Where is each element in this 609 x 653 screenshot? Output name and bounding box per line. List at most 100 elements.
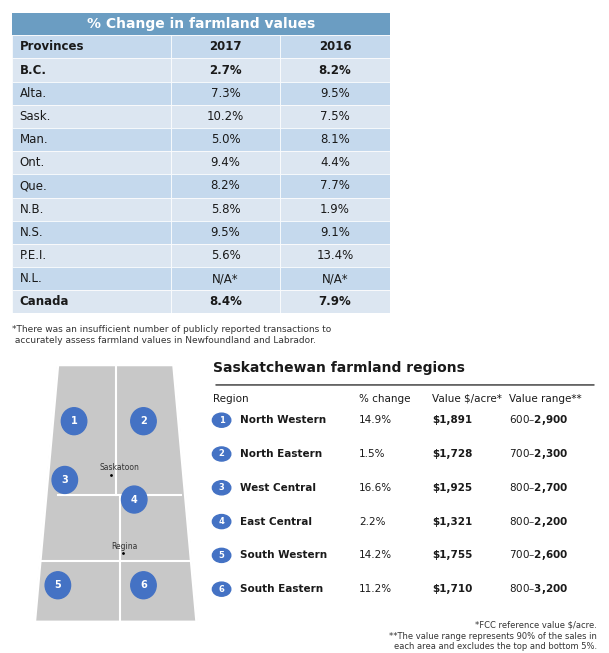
Text: South Eastern: South Eastern [240, 584, 323, 594]
Text: 8.2%: 8.2% [319, 63, 351, 76]
Text: N.S.: N.S. [19, 226, 43, 239]
Text: West Central: West Central [240, 483, 316, 493]
Text: North Eastern: North Eastern [240, 449, 322, 459]
Circle shape [62, 407, 87, 435]
Circle shape [121, 486, 147, 513]
Bar [12, 128, 171, 151]
Text: Man.: Man. [19, 133, 48, 146]
Bar [280, 267, 390, 291]
Text: N/A*: N/A* [322, 272, 348, 285]
Bar [12, 267, 171, 291]
Text: 1: 1 [71, 416, 77, 426]
Bar [12, 174, 171, 198]
Text: $800 – $2,700: $800 – $2,700 [509, 481, 568, 495]
Bar [280, 221, 390, 244]
Circle shape [45, 572, 71, 599]
Text: N.B.: N.B. [19, 202, 44, 215]
Circle shape [213, 481, 231, 495]
Text: 2.7%: 2.7% [209, 63, 242, 76]
Text: $1,755: $1,755 [432, 550, 472, 560]
Bar [12, 105, 171, 128]
Bar [171, 151, 280, 174]
Text: 4: 4 [219, 517, 225, 526]
Text: East Central: East Central [240, 517, 312, 526]
Text: 3: 3 [219, 483, 225, 492]
Text: 1: 1 [219, 416, 225, 424]
Bar [171, 291, 280, 313]
Bar [12, 59, 171, 82]
Text: *There was an insufficient number of publicly reported transactions to
 accurate: *There was an insufficient number of pub… [12, 325, 331, 345]
Bar [171, 198, 280, 221]
Bar [12, 13, 390, 35]
Text: 7.9%: 7.9% [319, 295, 351, 308]
Text: Sask.: Sask. [19, 110, 51, 123]
Text: 7.7%: 7.7% [320, 180, 350, 193]
Text: Ont.: Ont. [19, 156, 45, 169]
Text: Value range**: Value range** [509, 394, 581, 404]
Bar [12, 198, 171, 221]
Bar [280, 198, 390, 221]
Bar [280, 244, 390, 267]
Bar [171, 128, 280, 151]
Text: $1,321: $1,321 [432, 517, 472, 526]
Bar [280, 151, 390, 174]
Text: $1,728: $1,728 [432, 449, 472, 459]
Text: 14.2%: 14.2% [359, 550, 392, 560]
Text: 14.9%: 14.9% [359, 415, 392, 425]
Text: 16.6%: 16.6% [359, 483, 392, 493]
Text: 7.5%: 7.5% [320, 110, 350, 123]
Text: 9.4%: 9.4% [211, 156, 241, 169]
Text: $800 – $3,200: $800 – $3,200 [509, 582, 568, 596]
Circle shape [131, 572, 157, 599]
Text: N/A*: N/A* [212, 272, 239, 285]
Text: Saskatoon: Saskatoon [99, 463, 139, 472]
Text: 4: 4 [131, 494, 138, 505]
Text: 2.2%: 2.2% [359, 517, 385, 526]
Text: 4.4%: 4.4% [320, 156, 350, 169]
Text: 5.0%: 5.0% [211, 133, 241, 146]
Bar [171, 244, 280, 267]
Bar [280, 291, 390, 313]
Text: 1.5%: 1.5% [359, 449, 385, 459]
Text: 13.4%: 13.4% [317, 249, 354, 262]
Bar [12, 244, 171, 267]
Bar [12, 35, 171, 59]
Text: 2017: 2017 [209, 40, 242, 54]
Text: Regina: Regina [111, 541, 138, 550]
Text: $700 – $2,300: $700 – $2,300 [509, 447, 568, 461]
Text: 5.8%: 5.8% [211, 202, 241, 215]
Text: $1,710: $1,710 [432, 584, 472, 594]
Bar [171, 35, 280, 59]
Text: $600 – $2,900: $600 – $2,900 [509, 413, 568, 427]
Text: % Change in farmland values: % Change in farmland values [87, 17, 315, 31]
Text: $1,891: $1,891 [432, 415, 472, 425]
Bar [280, 174, 390, 198]
Text: % change: % change [359, 394, 410, 404]
Text: $800 – $2,200: $800 – $2,200 [509, 515, 568, 528]
Bar [280, 59, 390, 82]
Text: South Western: South Western [240, 550, 327, 560]
Text: 5: 5 [219, 551, 225, 560]
Bar [12, 151, 171, 174]
Text: B.C.: B.C. [19, 63, 47, 76]
Text: 8.2%: 8.2% [211, 180, 241, 193]
Circle shape [213, 413, 231, 427]
Text: 3: 3 [62, 475, 68, 485]
Bar [280, 82, 390, 105]
Bar [280, 128, 390, 151]
Bar [171, 267, 280, 291]
Text: 10.2%: 10.2% [207, 110, 244, 123]
Text: 5.6%: 5.6% [211, 249, 241, 262]
Polygon shape [35, 365, 197, 622]
Text: *FCC reference value $/acre.: *FCC reference value $/acre. [475, 620, 597, 629]
Text: **The value range represents 90% of the sales in
each area and excludes the top : **The value range represents 90% of the … [389, 632, 597, 651]
Text: Saskatchewan farmland regions: Saskatchewan farmland regions [213, 362, 465, 375]
Text: 6: 6 [219, 584, 225, 594]
Text: 6: 6 [140, 581, 147, 590]
Text: Que.: Que. [19, 180, 48, 193]
Text: Alta.: Alta. [19, 87, 47, 100]
Text: 8.4%: 8.4% [209, 295, 242, 308]
Bar [171, 221, 280, 244]
Text: 1.9%: 1.9% [320, 202, 350, 215]
Text: N.L.: N.L. [19, 272, 43, 285]
